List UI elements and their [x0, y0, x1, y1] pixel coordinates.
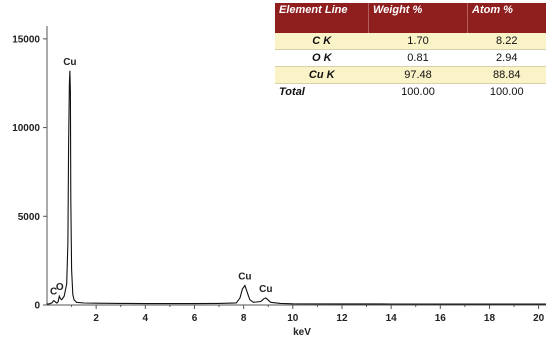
ticks: 2 4 6 8 10 12 14 16 18 20 0 5000 10000 15000 — [12, 34, 544, 324]
peak-label: Cu — [259, 284, 272, 295]
y-tick-label: 10000 — [12, 123, 40, 134]
header-atom: Atom % — [467, 3, 546, 33]
x-tick-label: 6 — [192, 313, 198, 324]
table-row: C K 1.70 8.22 — [275, 33, 546, 50]
row-element: O K — [275, 49, 369, 67]
table-row: Cu K 97.48 88.84 — [275, 66, 546, 84]
composition-table: Element Line Weight % Atom % C K 1.70 8.… — [275, 3, 546, 100]
peak-label: Cu — [63, 57, 76, 68]
x-tick-label: 8 — [241, 313, 247, 324]
row-element: C K — [275, 33, 369, 50]
x-tick-label: 18 — [484, 313, 496, 324]
x-tick-label: 4 — [143, 313, 149, 324]
y-tick-label: 0 — [34, 301, 40, 312]
table-header-row: Element Line Weight % Atom % — [275, 3, 546, 33]
row-atom: 100.00 — [467, 83, 546, 100]
x-axis-label: keV — [293, 327, 311, 338]
y-tick-label: 5000 — [18, 212, 41, 223]
row-atom: 8.22 — [467, 33, 546, 50]
x-tick-label: 12 — [336, 313, 348, 324]
row-atom: 88.84 — [467, 66, 546, 84]
table-row: O K 0.81 2.94 — [275, 49, 546, 67]
x-tick-label: 20 — [533, 313, 545, 324]
x-tick-label: 14 — [386, 313, 398, 324]
row-element: Cu K — [275, 66, 369, 84]
row-weight: 97.48 — [368, 66, 468, 84]
peak-labels: CO Cu Cu Cu — [50, 57, 272, 298]
header-weight: Weight % — [368, 3, 468, 33]
peak-label: C — [50, 287, 57, 298]
row-weight: 100.00 — [368, 83, 468, 100]
row-weight: 1.70 — [368, 33, 468, 50]
row-weight: 0.81 — [368, 49, 468, 67]
table-row-total: Total 100.00 100.00 — [275, 83, 546, 100]
x-tick-label: 16 — [435, 313, 447, 324]
x-tick-label: 2 — [93, 313, 99, 324]
x-tick-label: 10 — [287, 313, 299, 324]
spectrum-line — [46, 70, 546, 305]
header-element-line: Element Line — [275, 3, 369, 33]
peak-label: Cu — [238, 271, 251, 282]
y-tick-label: 15000 — [12, 34, 40, 45]
row-element: Total — [275, 83, 369, 100]
axes — [46, 26, 546, 306]
row-atom: 2.94 — [467, 49, 546, 67]
peak-label: O — [56, 282, 64, 293]
